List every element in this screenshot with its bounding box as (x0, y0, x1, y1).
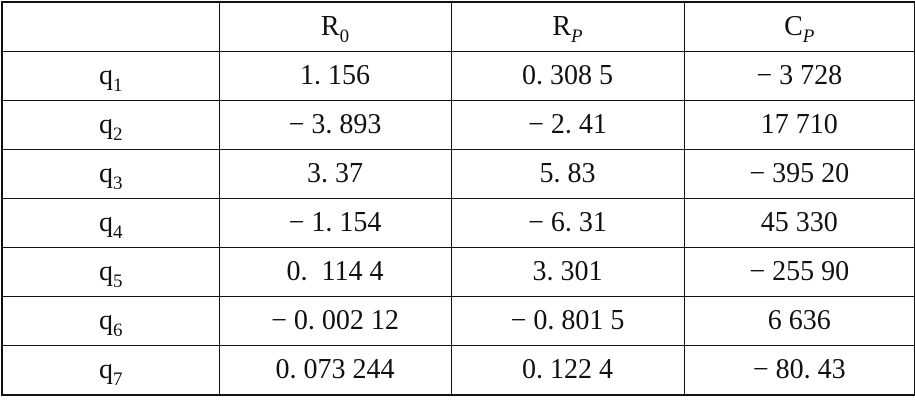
column-header-sub: P (571, 26, 583, 47)
corner-cell (1, 1, 220, 52)
table-cell: − 3. 893 (218, 100, 452, 150)
table-row: q7 0. 073 244 0. 122 4− 80. 43 (1, 345, 915, 396)
row-header-sub: 4 (113, 222, 123, 243)
column-header-sub: P (802, 26, 815, 47)
header-row: R0 RP CP (1, 1, 915, 52)
table-row: q2− 3. 893− 2. 41 17 710 (1, 100, 915, 150)
table-row: q1 1. 156 0. 308 5− 3 728 (1, 51, 915, 101)
table-cell: − 2. 41 (450, 100, 685, 150)
row-header-sub: 1 (113, 75, 123, 96)
column-header-sub: 0 (339, 26, 350, 47)
row-header-sub: 3 (113, 173, 123, 194)
row-header-main: q (99, 305, 113, 336)
table-cell: 3. 37 (218, 149, 452, 199)
row-header-sub: 2 (113, 124, 123, 145)
table-cell: 0. 122 4 (450, 345, 685, 396)
table-cell: 3. 301 (450, 247, 685, 297)
table-cell: − 0. 801 5 (450, 296, 685, 346)
table-cell: 5. 83 (450, 149, 685, 199)
row-header: q5 (1, 247, 220, 297)
column-header: CP (683, 1, 915, 52)
table-cell: 17 710 (683, 100, 915, 150)
table-cell: − 80. 43 (683, 345, 915, 396)
table-row: q5 0. 114 4 3. 301− 255 90 (1, 247, 915, 297)
column-header: R0 (218, 1, 452, 52)
column-header: RP (450, 1, 685, 52)
table-cell: 1. 156 (218, 51, 452, 101)
table-cell: 0. 114 4 (218, 247, 452, 297)
row-header-sub: 6 (113, 320, 123, 341)
table-cell: − 6. 31 (450, 198, 685, 248)
table-row: q4− 1. 154− 6. 31 45 330 (1, 198, 915, 248)
table-cell: 45 330 (683, 198, 915, 248)
column-header-main: R (320, 11, 340, 42)
row-header-main: q (99, 109, 113, 140)
row-header-main: q (99, 354, 113, 385)
row-header: q7 (1, 345, 220, 396)
row-header-main: q (99, 256, 113, 287)
row-header: q4 (1, 198, 220, 248)
table-cell: − 255 90 (683, 247, 915, 297)
table-cell: − 1. 154 (218, 198, 452, 248)
row-header-main: q (99, 158, 113, 189)
table-cell: − 3 728 (683, 51, 915, 101)
row-header-sub: 5 (113, 271, 123, 292)
row-header-sub: 7 (113, 369, 123, 390)
row-header-main: q (99, 207, 113, 238)
column-header-main: C (784, 11, 803, 42)
table-cell: − 0. 002 12 (218, 296, 452, 346)
row-header: q6 (1, 296, 220, 346)
table-cell: 0. 308 5 (450, 51, 685, 101)
table-cell: 0. 073 244 (218, 345, 452, 396)
table-cell: − 395 20 (683, 149, 915, 199)
table-row: q3 3. 37 5. 83− 395 20 (1, 149, 915, 199)
row-header: q2 (1, 100, 220, 150)
row-header-main: q (99, 60, 113, 91)
column-header-main: R (552, 11, 572, 42)
row-header: q3 (1, 149, 220, 199)
table-cell: 6 636 (683, 296, 915, 346)
row-header: q1 (1, 51, 220, 101)
